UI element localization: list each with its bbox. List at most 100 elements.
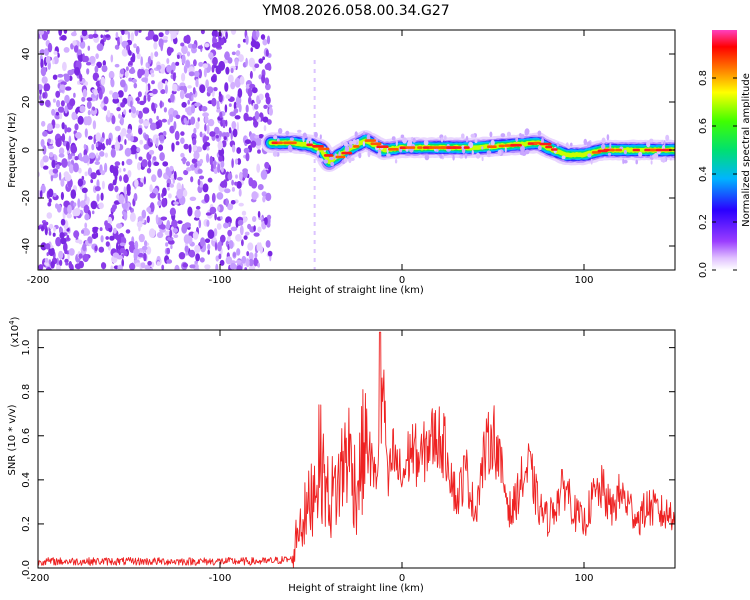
noise-speckle [110,265,114,270]
track-speckle [590,158,593,165]
noise-speckle [79,105,86,113]
noise-speckle [81,175,85,181]
noise-speckle [48,247,55,257]
track-speckle [330,162,335,167]
track-speckle [497,149,502,156]
noise-speckle [138,118,144,124]
noise-speckle [147,267,154,270]
noise-speckle [216,223,222,230]
noise-speckle [56,99,61,108]
noise-speckle [235,234,242,242]
noise-speckle [251,87,258,94]
noise-speckle [85,240,89,246]
noise-speckle [159,100,163,109]
noise-speckle [119,35,123,45]
noise-speckle [237,43,241,49]
noise-speckle [63,73,69,78]
noise-speckle [143,252,147,262]
noise-speckle [243,235,248,240]
noise-speckle [124,147,132,157]
noise-speckle [238,188,242,197]
noise-speckle [260,34,266,40]
noise-speckle [206,124,210,135]
noise-speckle [204,43,210,48]
noise-speckle [162,38,168,43]
noise-speckle [45,267,52,270]
noise-speckle [171,61,176,72]
noise-speckle [81,30,88,37]
noise-speckle [230,226,238,232]
noise-speckle [90,200,98,210]
noise-speckle [52,168,59,174]
track-speckle [515,136,519,142]
noise-speckle [126,44,130,51]
noise-speckle [200,237,206,247]
noise-speckle [174,130,180,141]
noise-speckle [105,236,109,240]
noise-speckle [235,218,239,228]
faint-dash [313,204,316,208]
noise-speckle [216,192,224,200]
noise-speckle [194,260,198,265]
noise-speckle [92,33,99,38]
noise-speckle [210,75,217,83]
noise-speckle [239,225,244,236]
noise-speckle [133,82,138,89]
noise-speckle [224,188,231,194]
noise-speckle [167,186,170,191]
noise-speckle [157,200,162,206]
noise-speckle [47,42,53,53]
noise-speckle [245,35,249,45]
noise-speckle [53,50,58,55]
noise-speckle [219,259,225,266]
noise-speckle [127,170,132,178]
noise-speckle [201,106,208,112]
track-speckle [524,128,530,135]
noise-speckle [63,30,68,34]
noise-speckle [177,54,180,59]
noise-speckle [58,171,62,181]
noise-speckle [203,142,211,147]
noise-speckle [155,214,159,224]
noise-speckle [194,244,201,254]
noise-speckle [94,65,99,74]
noise-speckle [105,224,112,229]
noise-speckle [247,87,253,98]
noise-speckle [154,51,159,57]
noise-speckle [258,58,264,64]
noise-speckle [175,114,181,120]
noise-speckle [233,101,237,111]
noise-speckle [145,83,149,94]
noise-speckle [181,101,187,108]
snr-xtick-label: -100 [209,573,232,584]
noise-speckle [73,162,79,173]
noise-speckle [266,104,273,109]
noise-speckle [252,30,257,39]
noise-speckle [254,252,258,259]
noise-speckle [257,149,261,154]
noise-speckle [229,111,236,117]
track-speckle [470,133,476,138]
noise-speckle [180,137,185,144]
noise-speckle [60,100,65,107]
faint-dash [313,258,316,262]
faint-dash [313,249,316,253]
noise-speckle [265,92,270,99]
noise-speckle [235,259,242,264]
noise-speckle [137,162,141,171]
noise-speckle [222,123,226,129]
noise-speckle [115,31,119,39]
noise-speckle [55,111,60,116]
noise-speckle [47,123,53,132]
noise-speckle [193,151,200,160]
noise-speckle [100,103,105,108]
track-speckle [468,141,474,149]
noise-speckle [96,43,104,52]
noise-speckle [60,191,64,201]
noise-speckle [192,231,199,240]
noise-speckle [116,107,121,112]
faint-dash [313,222,316,226]
noise-speckle [137,68,143,79]
noise-speckle [198,68,202,79]
noise-speckle [73,230,80,239]
